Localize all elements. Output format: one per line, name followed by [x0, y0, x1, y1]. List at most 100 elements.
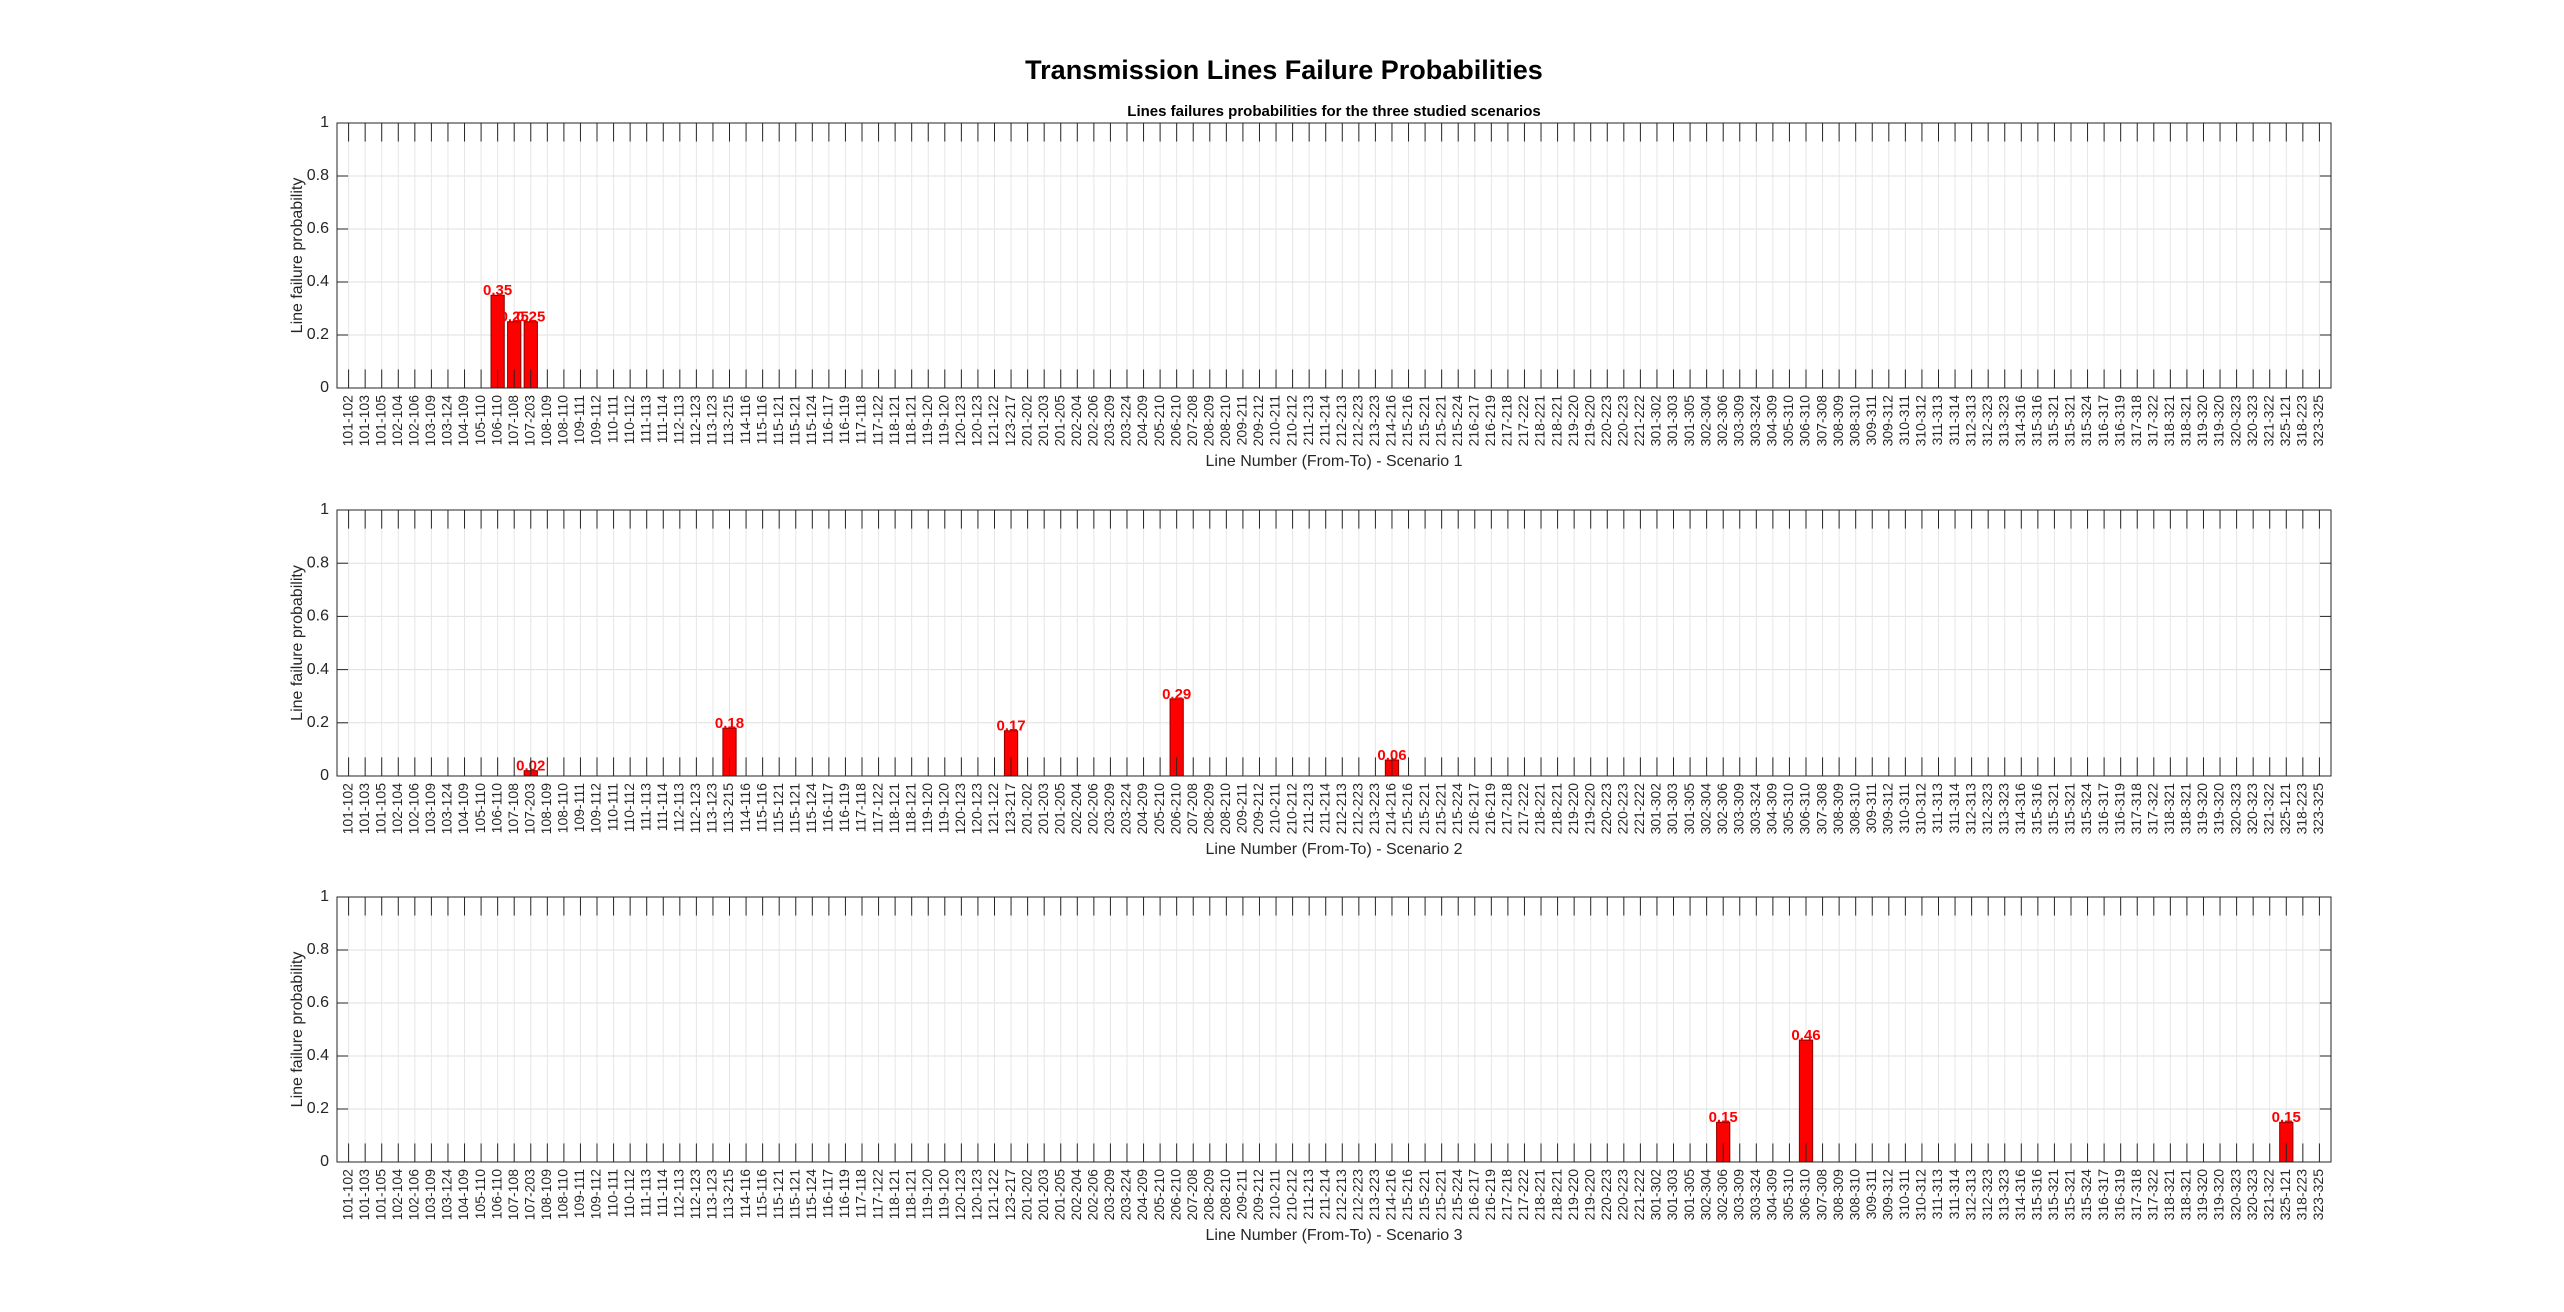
x-tick-label: 108-110: [555, 783, 571, 834]
x-tick-label: 119-120: [936, 395, 952, 446]
x-tick-label: 215-221: [1432, 395, 1448, 447]
x-tick-label: 321-322: [2260, 395, 2276, 447]
x-tick-label: 218-221: [1548, 1169, 1564, 1221]
x-tick-label: 103-109: [422, 1169, 438, 1221]
x-tick-label: 312-323: [1979, 395, 1995, 447]
x-tick-label: 315-324: [2078, 783, 2094, 835]
x-tick-label: 112-123: [687, 395, 703, 446]
x-tick-label: 101-103: [356, 783, 372, 835]
x-tick-label: 109-112: [588, 1169, 604, 1220]
y-tick-label: 0.4: [307, 661, 329, 678]
x-tick-label: 206-210: [1167, 395, 1183, 447]
x-tick-label: 306-310: [1797, 395, 1813, 447]
x-tick-label: 315-321: [2062, 1169, 2078, 1221]
x-tick-label: 123-217: [1002, 395, 1018, 447]
x-tick-label: 215-216: [1399, 395, 1415, 447]
x-tick-label: 202-206: [1085, 1169, 1101, 1221]
x-tick-label: 105-110: [472, 395, 488, 446]
x-tick-label: 315-321: [2062, 783, 2078, 835]
x-tick-label: 120-123: [969, 395, 985, 447]
x-tick-label: 108-110: [555, 1169, 571, 1220]
x-tick-label: 318-223: [2294, 1169, 2310, 1221]
y-tick-label: 0: [320, 767, 329, 784]
x-tick-label: 118-121: [886, 1169, 902, 1220]
x-tick-label: 210-212: [1283, 783, 1299, 835]
y-tick-label: 0.2: [307, 1100, 329, 1117]
x-tick-label: 210-212: [1283, 395, 1299, 447]
x-tick-label: 210-211: [1267, 783, 1283, 834]
x-tick-label: 102-106: [406, 395, 422, 447]
x-tick-label: 118-121: [902, 783, 918, 834]
x-tick-label: 216-217: [1465, 395, 1481, 447]
x-tick-label: 217-222: [1515, 395, 1531, 447]
x-tick-label: 302-306: [1714, 1169, 1730, 1221]
x-tick-label: 310-311: [1896, 395, 1912, 446]
x-tick-label: 117-118: [853, 395, 869, 445]
x-tick-label: 301-303: [1664, 395, 1680, 447]
x-tick-label: 102-104: [389, 395, 405, 447]
x-tick-label: 201-205: [1051, 783, 1067, 835]
x-tick-label: 202-204: [1068, 1169, 1084, 1221]
x-tick-label: 204-209: [1134, 1169, 1150, 1221]
x-tick-label: 116-119: [836, 395, 852, 445]
x-tick-label: 305-310: [1780, 395, 1796, 447]
x-tick-label: 312-313: [1962, 783, 1978, 835]
x-tick-label: 202-206: [1085, 783, 1101, 835]
y-tick-label: 0.4: [307, 273, 329, 290]
data-label: 0.17: [996, 718, 1025, 735]
x-tick-label: 215-221: [1416, 783, 1432, 835]
x-tick-label: 311-313: [1929, 783, 1945, 834]
x-tick-label: 220-223: [1598, 1169, 1614, 1221]
x-tick-label: 106-110: [488, 1169, 504, 1220]
x-tick-label: 317-318: [2128, 395, 2144, 447]
x-tick-label: 202-204: [1068, 783, 1084, 835]
x-tick-label: 219-220: [1581, 783, 1597, 835]
data-label: 0.29: [1162, 686, 1191, 703]
x-tick-label: 323-325: [2310, 395, 2326, 447]
x-tick-label: 102-104: [389, 783, 405, 835]
x-tick-label: 121-122: [985, 395, 1001, 447]
x-tick-label: 114-116: [737, 395, 753, 445]
x-tick-label: 115-121: [770, 783, 786, 834]
x-tick-label: 315-324: [2078, 1169, 2094, 1221]
x-tick-label: 315-321: [2062, 395, 2078, 447]
x-tick-label: 217-222: [1515, 783, 1531, 835]
x-tick-label: 311-313: [1929, 1169, 1945, 1220]
x-tick-label: 103-124: [439, 395, 455, 447]
x-tick-label: 116-119: [836, 1169, 852, 1219]
x-tick-label: 302-304: [1697, 395, 1713, 447]
x-tick-label: 219-220: [1581, 1169, 1597, 1221]
x-tick-label: 314-316: [2012, 783, 2028, 835]
x-tick-label: 302-306: [1714, 783, 1730, 835]
x-tick-label: 208-210: [1217, 1169, 1233, 1221]
x-tick-label: 304-309: [1764, 783, 1780, 835]
x-tick-label: 115-121: [786, 783, 802, 834]
x-tick-label: 215-224: [1449, 783, 1465, 835]
x-tick-label: 211-214: [1316, 783, 1332, 834]
y-tick-label: 0: [320, 1153, 329, 1170]
x-tick-label: 313-323: [1995, 395, 2011, 447]
x-tick-label: 309-311: [1863, 783, 1879, 834]
x-tick-label: 201-202: [1018, 395, 1034, 447]
x-tick-label: 305-310: [1780, 783, 1796, 835]
y-tick-label: 0.6: [307, 994, 329, 1011]
x-tick-label: 112-123: [687, 783, 703, 834]
x-tick-label: 203-224: [1118, 1169, 1134, 1221]
x-tick-label: 107-108: [505, 395, 521, 447]
x-tick-label: 103-109: [422, 395, 438, 447]
y-tick-label: 1: [320, 114, 329, 131]
x-tick-label: 120-123: [952, 1169, 968, 1221]
x-tick-label: 320-323: [2227, 395, 2243, 447]
x-tick-label: 118-121: [902, 1169, 918, 1220]
x-tick-label: 102-104: [389, 1169, 405, 1221]
x-tick-label: 215-216: [1399, 783, 1415, 835]
x-tick-label: 109-111: [571, 1169, 587, 1219]
x-tick-label: 115-124: [803, 395, 819, 446]
x-tick-label: 203-209: [1101, 1169, 1117, 1221]
x-tick-label: 116-117: [820, 395, 836, 445]
x-tick-label: 316-317: [2095, 395, 2111, 447]
x-tick-label: 309-312: [1880, 1169, 1896, 1221]
x-tick-label: 317-322: [2144, 395, 2160, 447]
x-tick-label: 310-312: [1913, 1169, 1929, 1221]
x-tick-label: 212-223: [1350, 395, 1366, 447]
